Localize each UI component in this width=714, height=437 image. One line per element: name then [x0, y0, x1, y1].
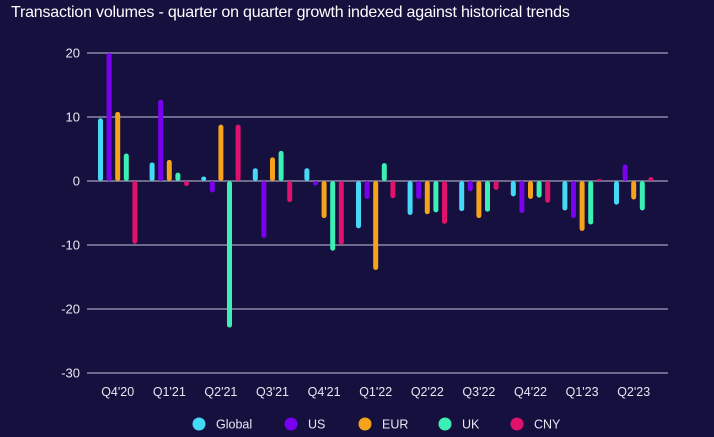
- legend-label: UK: [462, 418, 480, 432]
- bar-cny-1: [184, 181, 189, 187]
- bar-cny-5: [390, 181, 396, 199]
- bar-cny-10: [648, 177, 654, 181]
- y-tick-label: -30: [61, 366, 80, 381]
- bar-eur-9: [579, 181, 585, 231]
- bar-global-2: [201, 176, 207, 181]
- bar-eur-5: [373, 181, 379, 270]
- bar-eur-10: [631, 181, 637, 200]
- bar-global-10: [614, 181, 619, 205]
- legend-item-uk[interactable]: UK: [438, 417, 481, 432]
- y-tick-label: -20: [61, 302, 80, 317]
- bar-us-8: [519, 181, 525, 213]
- legend-swatch: [358, 417, 372, 431]
- bar-uk-1: [175, 172, 181, 181]
- x-tick-label: Q2'22: [411, 385, 444, 399]
- x-tick-label: Q1'22: [359, 385, 392, 399]
- legend-item-cny[interactable]: CNY: [510, 417, 562, 432]
- bar-eur-6: [424, 181, 430, 215]
- bar-cny-0: [132, 181, 138, 244]
- bar-uk-3: [278, 150, 284, 181]
- x-tick-label: Q1'21: [153, 385, 186, 399]
- bar-uk-2: [227, 181, 232, 328]
- y-tick-label: -10: [61, 238, 80, 253]
- bar-cny-4: [338, 181, 344, 245]
- bar-us-9: [571, 181, 576, 219]
- legend-label: Global: [216, 418, 252, 432]
- bar-eur-3: [270, 157, 275, 181]
- bar-global-5: [356, 181, 361, 229]
- bar-uk-9: [588, 181, 594, 225]
- bar-us-1: [158, 99, 164, 181]
- x-axis-ticks: Q4'20 Q1'21 Q2'21 Q3'21 Q4'21 Q1'22 Q2'22 Q3'22…: [101, 385, 650, 399]
- bar-uk-7: [485, 181, 490, 212]
- legend-label: CNY: [534, 418, 561, 432]
- y-tick-label: 0: [73, 174, 80, 189]
- bar-us-10: [622, 164, 628, 181]
- bar-cny-3: [287, 181, 293, 203]
- legend-swatch: [284, 417, 298, 431]
- x-tick-label: Q3'22: [462, 385, 495, 399]
- legend-swatch: [510, 417, 524, 431]
- bar-us-7: [467, 181, 473, 192]
- bar-us-4: [313, 181, 318, 186]
- bar-global-0: [98, 118, 103, 181]
- y-axis-ticks: 20 10 0 -10 -20 -30: [61, 46, 80, 381]
- bar-global-9: [562, 181, 568, 211]
- bar-global-8: [510, 181, 516, 197]
- bar-uk-6: [433, 181, 439, 213]
- x-tick-label: Q2'23: [617, 385, 650, 399]
- bar-eur-2: [218, 124, 224, 181]
- bar-us-3: [261, 181, 267, 238]
- bar-global-4: [304, 168, 310, 181]
- bar-uk-4: [330, 181, 336, 251]
- legend-item-us[interactable]: US: [284, 417, 326, 432]
- bar-series: [98, 53, 654, 328]
- x-tick-label: Q3'21: [256, 385, 289, 399]
- bar-global-1: [149, 162, 155, 181]
- x-tick-label: Q2'21: [204, 385, 237, 399]
- bar-global-6: [407, 181, 413, 215]
- bar-eur-4: [321, 181, 327, 219]
- x-tick-label: Q4'21: [308, 385, 341, 399]
- bar-global-7: [459, 181, 465, 212]
- legend-label: EUR: [382, 418, 408, 432]
- bar-cny-8: [545, 181, 551, 203]
- bar-uk-8: [536, 181, 542, 198]
- bar-us-6: [416, 181, 422, 199]
- bar-eur-1: [166, 159, 172, 181]
- bar-cny-7: [493, 181, 499, 190]
- bar-uk-10: [639, 181, 645, 211]
- legend-swatch: [192, 417, 206, 431]
- bar-us-5: [364, 181, 370, 199]
- bar-eur-8: [528, 181, 533, 199]
- x-tick-label: Q4'20: [101, 385, 134, 399]
- y-tick-label: 20: [66, 46, 80, 61]
- bar-us-0: [106, 53, 112, 181]
- bar-global-3: [252, 168, 258, 181]
- bar-cny-2: [235, 124, 241, 181]
- legend-item-eur[interactable]: EUR: [358, 417, 409, 432]
- bar-uk-0: [123, 153, 129, 181]
- bar-eur-7: [476, 181, 482, 219]
- bar-us-2: [209, 181, 215, 193]
- legend-swatch: [438, 417, 452, 431]
- x-tick-label: Q4'22: [514, 385, 547, 399]
- bar-cny-6: [442, 181, 447, 224]
- y-tick-label: 10: [66, 110, 80, 125]
- chart-title: Transaction volumes - quarter on quarter…: [11, 4, 570, 21]
- legend: Global US EUR UK CNY: [192, 417, 562, 432]
- legend-item-global[interactable]: Global: [192, 417, 253, 432]
- x-tick-label: Q1'23: [566, 385, 599, 399]
- bar-eur-0: [115, 111, 121, 181]
- legend-label: US: [308, 418, 325, 432]
- bar-uk-5: [381, 163, 387, 181]
- bar-cny-9: [596, 179, 602, 182]
